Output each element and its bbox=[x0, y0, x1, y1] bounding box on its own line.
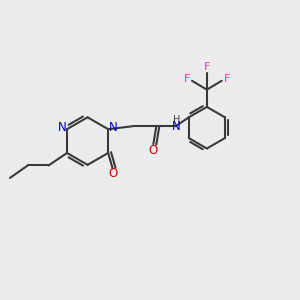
Text: N: N bbox=[58, 121, 67, 134]
Text: H: H bbox=[172, 115, 180, 125]
Text: F: F bbox=[184, 74, 190, 84]
Text: F: F bbox=[204, 62, 210, 72]
Text: O: O bbox=[148, 143, 158, 157]
Text: N: N bbox=[109, 121, 117, 134]
Text: O: O bbox=[108, 167, 117, 180]
Text: N: N bbox=[172, 120, 181, 133]
Text: F: F bbox=[224, 74, 230, 84]
